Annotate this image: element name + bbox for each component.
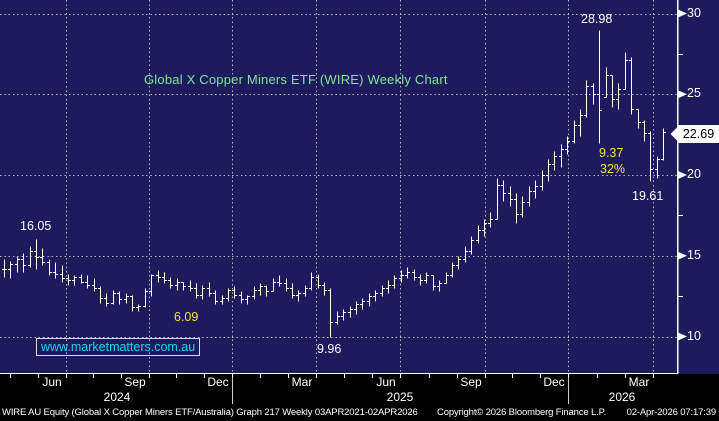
annotation-drop-2024-amount: 6.09 — [174, 310, 199, 324]
y-axis-tick-arrow — [678, 171, 687, 179]
annotation-drop-2026-amount: 9.37 — [599, 146, 624, 160]
annotation-high-2024: 16.05 — [20, 219, 52, 233]
x-axis-month-label: Mar — [291, 375, 313, 389]
y-axis-tick-arrow — [678, 9, 687, 18]
annotation-high-2026: 28.98 — [581, 12, 613, 26]
x-axis-month-label: Dec — [207, 375, 229, 389]
annotation-low-2026: 19.61 — [632, 189, 664, 203]
footer-timestamp: 02-Apr-2026 07:17:39 — [626, 407, 717, 418]
last-price-label: 22.69 — [678, 125, 719, 143]
x-axis-month-label: Sep — [460, 375, 482, 389]
x-axis-year-label: 2025 — [386, 390, 414, 404]
x-axis-year-label: 2026 — [608, 390, 636, 404]
ohlc-price-bars — [1, 30, 667, 338]
x-axis-month-label: Sep — [124, 375, 146, 389]
chart-title: Global X Copper Miners ETF (WIRE) Weekly… — [144, 72, 448, 87]
x-axis-month-label: Mar — [628, 375, 650, 389]
y-axis-tick-label: 25 — [687, 86, 701, 101]
y-axis-tick-arrow — [678, 90, 687, 99]
y-axis-tick-label: 20 — [687, 167, 701, 181]
watermark-link[interactable]: www.marketmatters.com.au — [36, 338, 201, 356]
y-axis-tick-label: 15 — [687, 247, 701, 262]
footer-security-description: WIRE AU Equity (Global X Copper Miners E… — [2, 407, 418, 418]
x-axis-month-label: Jun — [376, 375, 396, 389]
y-axis-tick-label: 30 — [687, 5, 701, 20]
x-axis-month-label: Dec — [543, 375, 565, 389]
annotation-low-2025: 9.96 — [317, 342, 342, 356]
x-axis-year-label: 2024 — [103, 390, 131, 404]
footer-copyright: Copyright© 2026 Bloomberg Finance L.P. — [437, 407, 607, 418]
annotation-drop-2026-pct: 32% — [600, 162, 626, 176]
y-axis-tick-arrow — [678, 332, 687, 341]
x-axis-month-label: Jun — [42, 375, 62, 389]
y-axis-tick-label: 10 — [687, 328, 701, 343]
last-price-pointer — [670, 126, 678, 142]
y-axis-tick-arrow — [678, 251, 687, 260]
